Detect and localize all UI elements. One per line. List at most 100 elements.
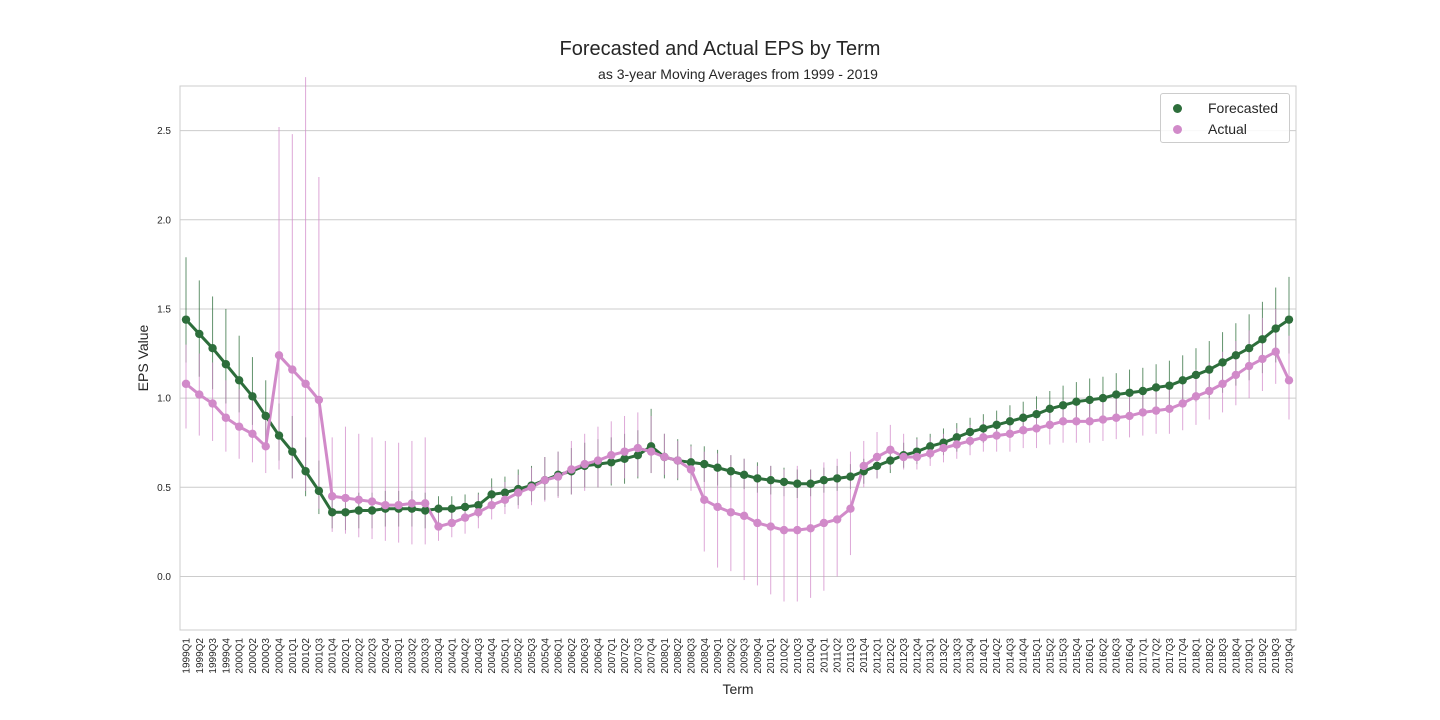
actual-point [779, 525, 789, 535]
x-tick-label: 2000Q3 [261, 638, 272, 674]
x-tick-label: 2015Q1 [1032, 638, 1043, 674]
y-axis-label: EPS Value [135, 324, 151, 391]
x-tick-label: 2005Q3 [527, 638, 538, 674]
forecasted-point [925, 442, 935, 451]
forecasted-point [1271, 324, 1280, 333]
legend-marker-actual [1173, 124, 1182, 134]
forecasted-point [487, 490, 496, 499]
forecasted-point [1019, 413, 1028, 422]
forecasted-point [354, 506, 363, 515]
x-tick-label: 2018Q2 [1205, 638, 1216, 674]
legend: Forecasted Actual [1160, 93, 1290, 143]
x-tick-label: 2002Q3 [368, 638, 379, 674]
forecasted-point [1085, 395, 1094, 405]
forecasted-point [314, 486, 324, 496]
forecasted-point [992, 420, 1001, 430]
x-tick-label: 2019Q1 [1245, 638, 1256, 674]
forecasted-point [965, 427, 975, 437]
x-tick-label: 2007Q2 [620, 638, 631, 674]
actual-point [354, 495, 363, 504]
actual-point [553, 472, 563, 481]
forecasted-point [1151, 383, 1161, 392]
actual-point [646, 447, 656, 456]
x-tick-label: 2003Q4 [434, 638, 445, 674]
x-tick-label: 2014Q1 [979, 638, 990, 674]
forecasted-point [1058, 401, 1068, 410]
actual-point [633, 443, 643, 453]
actual-point [793, 525, 802, 535]
forecasted-point [181, 315, 191, 324]
actual-point [1258, 354, 1267, 364]
x-tick-label: 2011Q3 [846, 638, 857, 673]
legend-label-forecasted: Forecasted [1208, 100, 1279, 116]
actual-point [314, 395, 324, 405]
forecasted-point [208, 343, 217, 353]
x-tick-label: 2018Q3 [1218, 638, 1229, 674]
x-tick-label: 2010Q4 [806, 638, 817, 674]
actual-point [965, 436, 975, 446]
x-tick-label: 2014Q2 [992, 638, 1003, 674]
x-tick-label: 2004Q2 [461, 638, 472, 674]
actual-point [1072, 417, 1081, 426]
forecasted-point [846, 472, 855, 481]
x-tick-label: 2013Q1 [926, 638, 937, 674]
x-tick-label: 2016Q1 [1085, 638, 1096, 674]
actual-point [407, 499, 417, 508]
actual-point [846, 504, 855, 513]
y-tick-labels: 0.0 0.5 1.0 1.5 2.0 2.5 [157, 126, 171, 583]
x-tick-label: 2002Q2 [354, 638, 365, 674]
actual-point [341, 493, 350, 503]
forecasted-point [248, 392, 257, 401]
actual-point [1138, 408, 1148, 417]
forecasted-point [886, 456, 895, 465]
x-tick-label: 2013Q2 [939, 638, 950, 674]
x-tick-label: 2018Q1 [1191, 638, 1202, 674]
forecasted-point [1218, 358, 1227, 367]
y-tick-label: 1.0 [157, 394, 171, 405]
x-tick-label: 2000Q2 [248, 638, 259, 674]
x-tick-label: 2010Q2 [780, 638, 791, 674]
x-tick-label: 2009Q3 [740, 638, 751, 674]
actual-point [1112, 413, 1121, 422]
actual-point [1019, 426, 1028, 435]
x-tick-label: 2007Q4 [647, 638, 658, 674]
x-axis-label: Term [722, 681, 753, 697]
forecasted-point [607, 458, 616, 467]
forecasted-point [1178, 376, 1187, 385]
forecasted-point [1072, 397, 1081, 406]
actual-point [979, 433, 988, 442]
actual-point [567, 465, 576, 474]
x-tick-label: 2005Q1 [500, 638, 511, 674]
actual-point [274, 351, 284, 360]
x-tick-label: 2007Q1 [607, 638, 618, 674]
legend-marker-forecasted [1173, 103, 1182, 113]
actual-point [1085, 417, 1094, 426]
forecasted-point [460, 502, 470, 512]
x-tick-label: 2001Q4 [328, 638, 339, 674]
forecasted-point [341, 508, 350, 517]
actual-point [301, 379, 310, 389]
forecasted-point [952, 433, 961, 442]
actual-point [540, 475, 550, 485]
x-tick-label: 2005Q4 [540, 638, 551, 674]
forecasted-point [274, 431, 284, 440]
forecasted-point [726, 467, 736, 476]
x-tick-label: 2012Q1 [873, 638, 884, 674]
forecasted-point [500, 488, 510, 497]
x-tick-label: 2017Q4 [1178, 638, 1189, 674]
actual-point [1178, 399, 1187, 408]
actual-point [367, 497, 377, 506]
series-points [181, 315, 1294, 535]
y-tick-label: 0.5 [157, 483, 171, 494]
legend-item-forecasted: Forecasted [1173, 98, 1278, 118]
actual-point [819, 518, 829, 528]
forecasted-point [367, 506, 377, 515]
actual-point [673, 456, 682, 465]
x-tick-labels: 1999Q1 1999Q2 1999Q3 1999Q4 2000Q1 2000Q2 2000… [182, 638, 1296, 674]
actual-point [939, 443, 948, 453]
x-tick-label: 2018Q4 [1231, 638, 1242, 674]
x-tick-label: 2015Q2 [1045, 638, 1056, 674]
x-tick-label: 2008Q2 [673, 638, 684, 674]
x-tick-label: 2004Q3 [474, 638, 485, 674]
forecasted-point [1191, 370, 1201, 380]
